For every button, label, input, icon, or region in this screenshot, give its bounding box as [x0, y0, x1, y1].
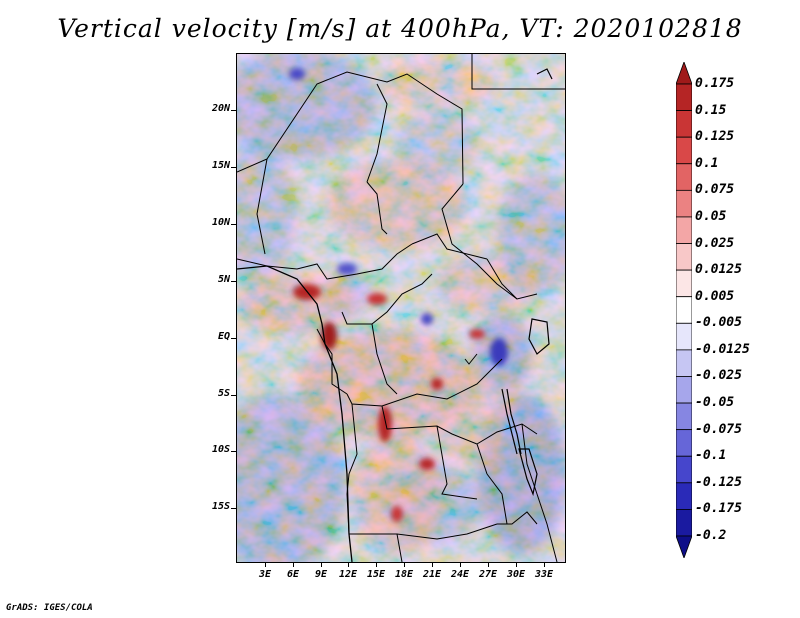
colorbar-top-arrow [676, 62, 692, 85]
lakes [501, 68, 553, 497]
lat-tick [231, 508, 236, 509]
lat-label-eq: EQ [217, 331, 230, 342]
colorbar-segment [676, 322, 692, 351]
lon-tick [348, 562, 349, 567]
colorbar-segments [676, 62, 692, 558]
lon-label-6e: 6E [286, 569, 300, 580]
lat-label-5s: 5S [217, 388, 230, 399]
colorbar-label: -0.1 [695, 448, 727, 464]
colorbar [676, 62, 692, 558]
colorbar-segment [676, 455, 692, 484]
velocity-field [237, 54, 565, 562]
colorbar-segment [676, 243, 692, 271]
colorbar-label: 0.0125 [695, 262, 742, 278]
colorbar-label: 0.025 [695, 235, 735, 251]
lat-label-15s: 15S [211, 501, 230, 512]
colorbar-segment [676, 216, 692, 244]
lon-label-21e: 21E [422, 569, 442, 580]
lon-label-30e: 30E [506, 569, 526, 580]
lon-tick [516, 562, 517, 567]
colorbar-segment [676, 110, 692, 138]
lon-label-12e: 12E [338, 569, 358, 580]
colorbar-label: 0.125 [695, 129, 735, 145]
lon-tick [544, 562, 545, 567]
lat-tick [231, 167, 236, 168]
colorbar-segment [676, 402, 692, 431]
lat-tick [231, 395, 236, 396]
colorbar-segment [676, 349, 692, 377]
colorbar-label: -0.025 [695, 368, 742, 384]
colorbar-label: 0.005 [695, 288, 735, 304]
lon-label-18e: 18E [394, 569, 414, 580]
footer-credit: GrADS: IGES/COLA [6, 603, 93, 613]
lat-tick [231, 110, 236, 111]
colorbar-segment [676, 163, 692, 191]
colorbar-label: 0.175 [695, 76, 735, 91]
lat-label-20n: 20N [211, 103, 230, 114]
lon-tick [432, 562, 433, 567]
lat-label-5n: 5N [217, 274, 230, 285]
lon-tick [404, 562, 405, 567]
colorbar-segment [676, 509, 692, 537]
colorbar-label: 0.15 [695, 102, 727, 118]
colorbar-segment [676, 269, 692, 298]
lat-tick [231, 338, 236, 339]
lon-tick [376, 562, 377, 567]
lon-tick [321, 562, 322, 567]
chart-title: Vertical velocity [m/s] at 400hPa, VT: 2… [57, 14, 743, 43]
colorbar-label: 0.1 [695, 155, 719, 171]
colorbar-segment [676, 136, 692, 165]
lon-label-24e: 24E [450, 569, 470, 580]
lat-tick [231, 224, 236, 225]
colorbar-label: 0.075 [695, 182, 735, 198]
lon-label-15e: 15E [366, 569, 386, 580]
lat-label-10n: 10N [211, 217, 230, 228]
colorbar-label: -0.0125 [695, 341, 750, 357]
lon-tick [488, 562, 489, 567]
colorbar-segment [676, 189, 692, 218]
map-plot-area [236, 53, 566, 563]
colorbar-segment [676, 429, 692, 457]
colorbar-label: -0.2 [695, 528, 727, 543]
colorbar-label: -0.075 [695, 421, 742, 437]
colorbar-label: -0.05 [695, 395, 735, 411]
colorbar-segment [676, 83, 692, 111]
strong-cells [289, 68, 508, 522]
colorbar-segment [676, 296, 692, 324]
lon-tick [460, 562, 461, 567]
colorbar-label: 0.05 [695, 208, 727, 224]
lon-tick [265, 562, 266, 567]
colorbar-label: -0.125 [695, 474, 742, 490]
lon-label-9e: 9E [314, 569, 328, 580]
lon-label-3e: 3E [258, 569, 272, 580]
lon-label-33e: 33E [534, 569, 554, 580]
colorbar-bottom-arrow [676, 535, 692, 558]
coastline [237, 265, 353, 562]
lon-tick [293, 562, 294, 567]
colorbar-label: -0.175 [695, 501, 742, 517]
lat-tick [231, 281, 236, 282]
lat-label-15n: 15N [211, 160, 230, 171]
lat-tick [231, 451, 236, 452]
colorbar-label: -0.005 [695, 315, 742, 331]
colorbar-segment [676, 482, 692, 510]
colorbar-segment [676, 376, 692, 404]
lat-label-10s: 10S [211, 444, 230, 455]
lon-label-27e: 27E [478, 569, 498, 580]
country-borders [237, 54, 565, 562]
